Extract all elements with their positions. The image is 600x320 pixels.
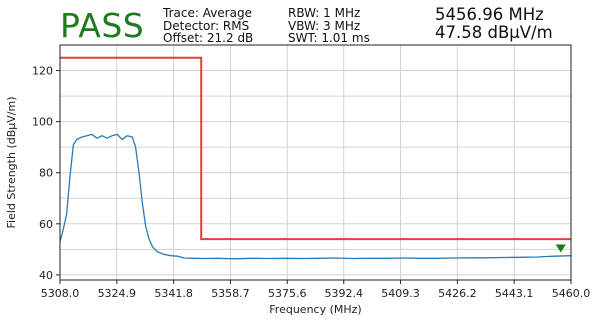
vbw-setting: VBW: 3 MHz <box>288 18 361 33</box>
y-tick-label-4: 120 <box>32 65 53 78</box>
x-tick-label-3: 5358.7 <box>211 287 250 300</box>
header-panel: PASS Trace: Average Detector: RMS Offset… <box>0 0 600 52</box>
x-tick-label-5: 5392.4 <box>324 287 363 300</box>
y-axis-label: Field Strength (dBµV/m) <box>5 96 18 228</box>
marker-triangle-icon <box>555 244 566 253</box>
limit-line <box>60 56 571 241</box>
x-tick-label-7: 5426.2 <box>438 287 477 300</box>
pass-status: PASS <box>60 6 145 45</box>
trace-series <box>59 133 572 260</box>
x-tick-label-1: 5324.9 <box>98 287 137 300</box>
trace-setting: Trace: Average <box>163 6 252 20</box>
settings-column-1: Trace: Average Detector: RMS Offset: 21.… <box>163 7 253 45</box>
y-tick-label-2: 80 <box>39 167 53 180</box>
settings-column-2: RBW: 1 MHz VBW: 3 MHz SWT: 1.01 ms <box>288 7 370 45</box>
x-tick-label-4: 5375.6 <box>268 287 307 300</box>
limit-line-path <box>60 56 571 241</box>
marker-readout: 5456.96 MHz 47.58 dBµV/m <box>435 6 553 42</box>
x-tick-label-8: 5443.1 <box>495 287 534 300</box>
offset-setting: Offset: 21.2 dB <box>163 31 254 45</box>
plot-frame <box>59 44 572 281</box>
y-tick-label-1: 60 <box>39 218 53 231</box>
grid-lines <box>59 45 572 280</box>
x-tick-label-0: 5308.0 <box>41 287 80 300</box>
x-axis-label: Frequency (MHz) <box>269 303 361 316</box>
x-axis-ticks: 5308.0 5324.9 5341.8 5358.7 5375.6 5392.4 5409… <box>41 280 591 300</box>
x-tick-label-6: 5409.3 <box>381 287 420 300</box>
y-tick-label-0: 40 <box>39 269 53 282</box>
rbw-setting: RBW: 1 MHz <box>288 6 361 20</box>
detector-setting: Detector: RMS <box>163 18 250 33</box>
y-tick-label-3: 100 <box>32 116 53 129</box>
marker-group <box>555 244 566 253</box>
trace-line-0 <box>59 133 572 260</box>
x-tick-label-2: 5341.8 <box>154 287 193 300</box>
y-axis-ticks: 40 60 80 100 120 <box>32 65 60 282</box>
marker-frequency: 5456.96 MHz <box>435 5 544 24</box>
x-tick-label-9: 5460.0 <box>552 287 591 300</box>
marker-level: 47.58 dBµV/m <box>435 23 553 42</box>
swt-setting: SWT: 1.01 ms <box>288 31 370 45</box>
